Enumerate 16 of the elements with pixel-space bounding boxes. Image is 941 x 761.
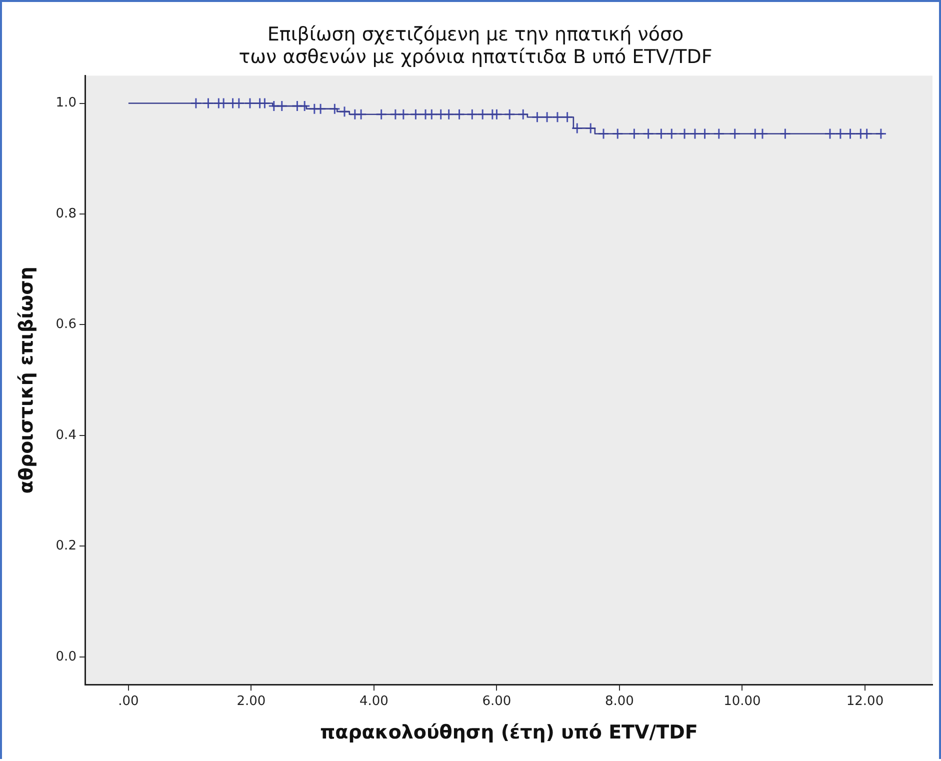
y-tick-label: 0.2 — [56, 538, 76, 554]
x-tick-label: 4.00 — [359, 694, 388, 709]
x-tick-label: 2.00 — [236, 694, 266, 709]
y-tick-label: 0.4 — [56, 428, 76, 443]
x-tick-label: 12.00 — [846, 694, 884, 709]
x-tick-label: 8.00 — [604, 694, 634, 709]
y-tick-label: 0.6 — [56, 317, 76, 332]
x-tick-label: .00 — [118, 694, 139, 709]
chart-title: Επιβίωση σχετιζόμενη με την ηπατική νόσο των ασθενών με χρόνια ηπατίτιδα B υπό ETV/TDF — [238, 23, 712, 68]
y-tick-label: 0.0 — [56, 649, 76, 664]
y-tick-label: 1.0 — [56, 96, 76, 111]
y-tick-label: 0.8 — [56, 206, 76, 222]
x-axis-title: παρακολούθηση (έτη) υπό ETV/TDF — [320, 722, 698, 744]
y-axis-title: αθροιστική επιβίωση — [15, 266, 38, 494]
x-tick-label: 10.00 — [724, 694, 761, 709]
x-tick-label: 6.00 — [482, 694, 512, 709]
